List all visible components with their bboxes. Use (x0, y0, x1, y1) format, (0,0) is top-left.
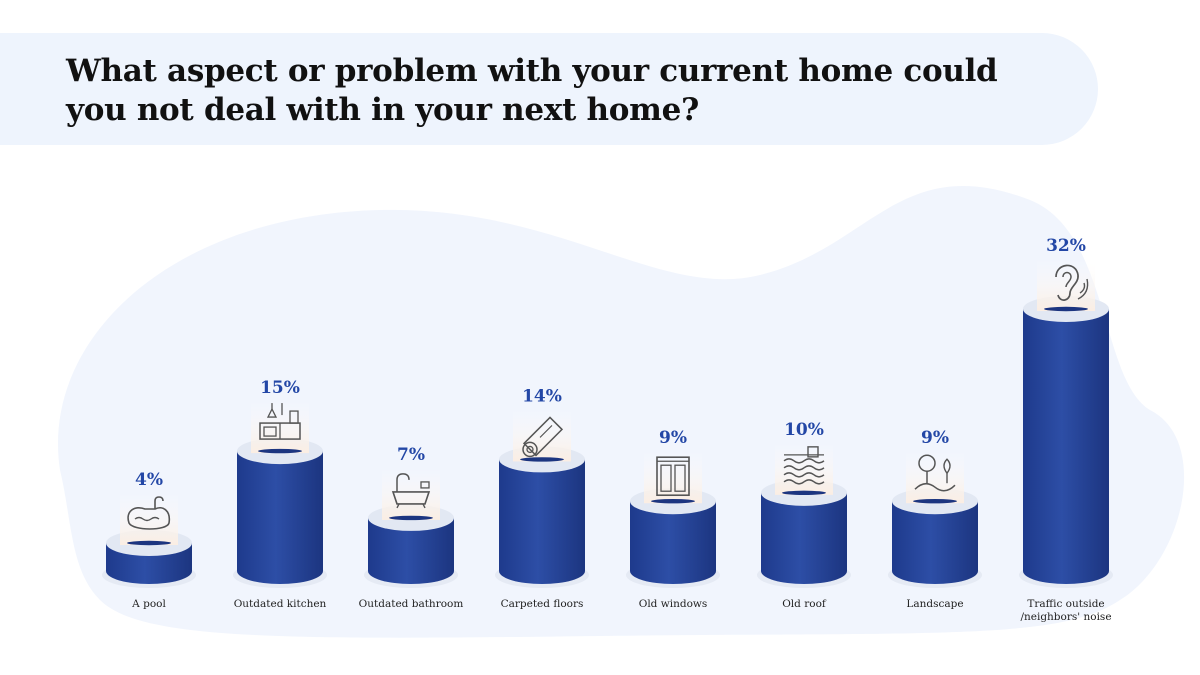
icon-card (906, 451, 964, 504)
bar-slot (1044, 306, 1088, 312)
bar-group: 32% Traffic outside/neighbors' noise (1019, 236, 1113, 623)
bar-slot (127, 540, 171, 546)
value-label: 7% (397, 445, 425, 465)
bar-slot (782, 490, 826, 496)
bar-group: 4% A pool (102, 470, 196, 610)
bathtub-icon (391, 473, 431, 509)
value-label: 32% (1046, 236, 1086, 256)
landscape-icon (914, 454, 956, 492)
bar-group: 7% Outdated bathroom (359, 445, 464, 610)
category-label: A pool (131, 598, 166, 610)
value-label: 9% (659, 428, 687, 448)
icon-card (120, 493, 178, 545)
bar-group: 9% Landscape (888, 428, 982, 610)
ear-icon (1055, 264, 1089, 301)
category-label: Old windows (639, 598, 708, 610)
bar (892, 501, 978, 584)
carpet-roll-icon (522, 416, 564, 458)
pool-icon (127, 496, 171, 530)
category-label: /neighbors' noise (1020, 611, 1111, 623)
bar-slot (913, 499, 957, 504)
category-label: Outdated bathroom (359, 598, 464, 610)
bar (237, 451, 323, 584)
value-label: 15% (260, 378, 300, 398)
bar (761, 492, 847, 584)
title-background (0, 33, 1098, 145)
kitchen-icon (259, 403, 301, 440)
icon-card (382, 467, 440, 520)
icon-card (775, 442, 833, 495)
bar-group: 9% Old windows (626, 428, 720, 610)
bar-slot (651, 499, 695, 504)
value-label: 14% (522, 386, 562, 406)
value-label: 10% (784, 420, 824, 440)
bar-slot (389, 515, 433, 521)
bar-group: 10% Old roof (757, 420, 851, 610)
bar-slot (520, 457, 564, 462)
category-label: Landscape (906, 598, 963, 610)
bar (499, 459, 585, 584)
window-icon (656, 456, 690, 497)
category-label: Traffic outside (1027, 598, 1104, 610)
category-label: Carpeted floors (501, 598, 584, 610)
roof-icon (783, 446, 825, 485)
bar (368, 517, 454, 584)
chart-title: What aspect or problem with your current… (66, 53, 998, 128)
value-label: 9% (921, 428, 949, 448)
bar (630, 501, 716, 584)
category-label: Outdated kitchen (234, 598, 327, 610)
bar-group: 15% Outdated kitchen (233, 378, 327, 610)
category-label: Old roof (782, 598, 827, 610)
bar-group: 14% Carpeted floors (495, 386, 589, 610)
bar (1023, 309, 1109, 584)
bar-slot (258, 448, 302, 454)
value-label: 4% (135, 470, 163, 490)
